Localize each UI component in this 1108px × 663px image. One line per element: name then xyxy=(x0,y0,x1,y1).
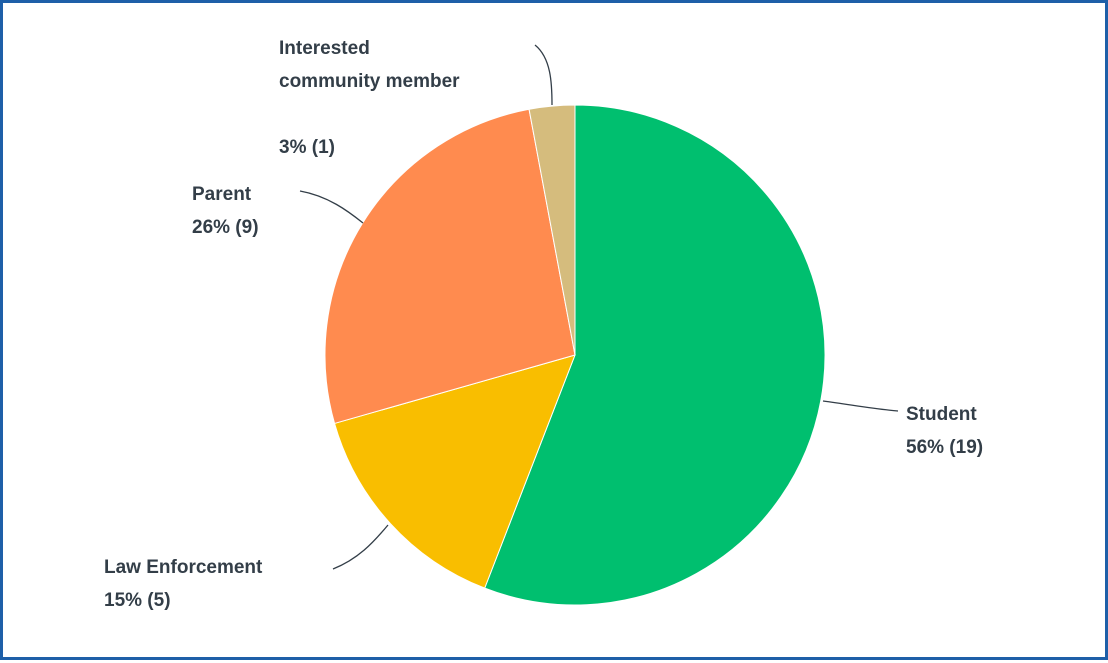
leader-community-member xyxy=(534,44,553,106)
label-student: Student xyxy=(906,404,977,425)
label-law-enforcement: Law Enforcement xyxy=(104,557,263,578)
pie-slice-law-enforcement[interactable] xyxy=(333,354,576,589)
leader-law-enforcement xyxy=(332,524,389,570)
leader-student xyxy=(822,400,899,412)
pie-slice-parent[interactable] xyxy=(324,108,576,425)
label-parent: Parent xyxy=(192,184,252,205)
pie-slice-student[interactable] xyxy=(484,104,826,606)
pie-slice-interested-community-member[interactable] xyxy=(528,104,576,356)
value-parent: 26% (9) xyxy=(192,217,259,238)
value-law-enforcement: 15% (5) xyxy=(104,590,171,611)
label-community-member-line1: Interested xyxy=(279,38,370,59)
label-community-member-line2: community member xyxy=(279,71,460,92)
leader-parent xyxy=(299,190,364,224)
value-community-member: 3% (1) xyxy=(279,137,335,158)
value-student: 56% (19) xyxy=(906,437,983,458)
pie-chart: Student 56% (19) Law Enforcement 15% (5)… xyxy=(104,38,983,611)
